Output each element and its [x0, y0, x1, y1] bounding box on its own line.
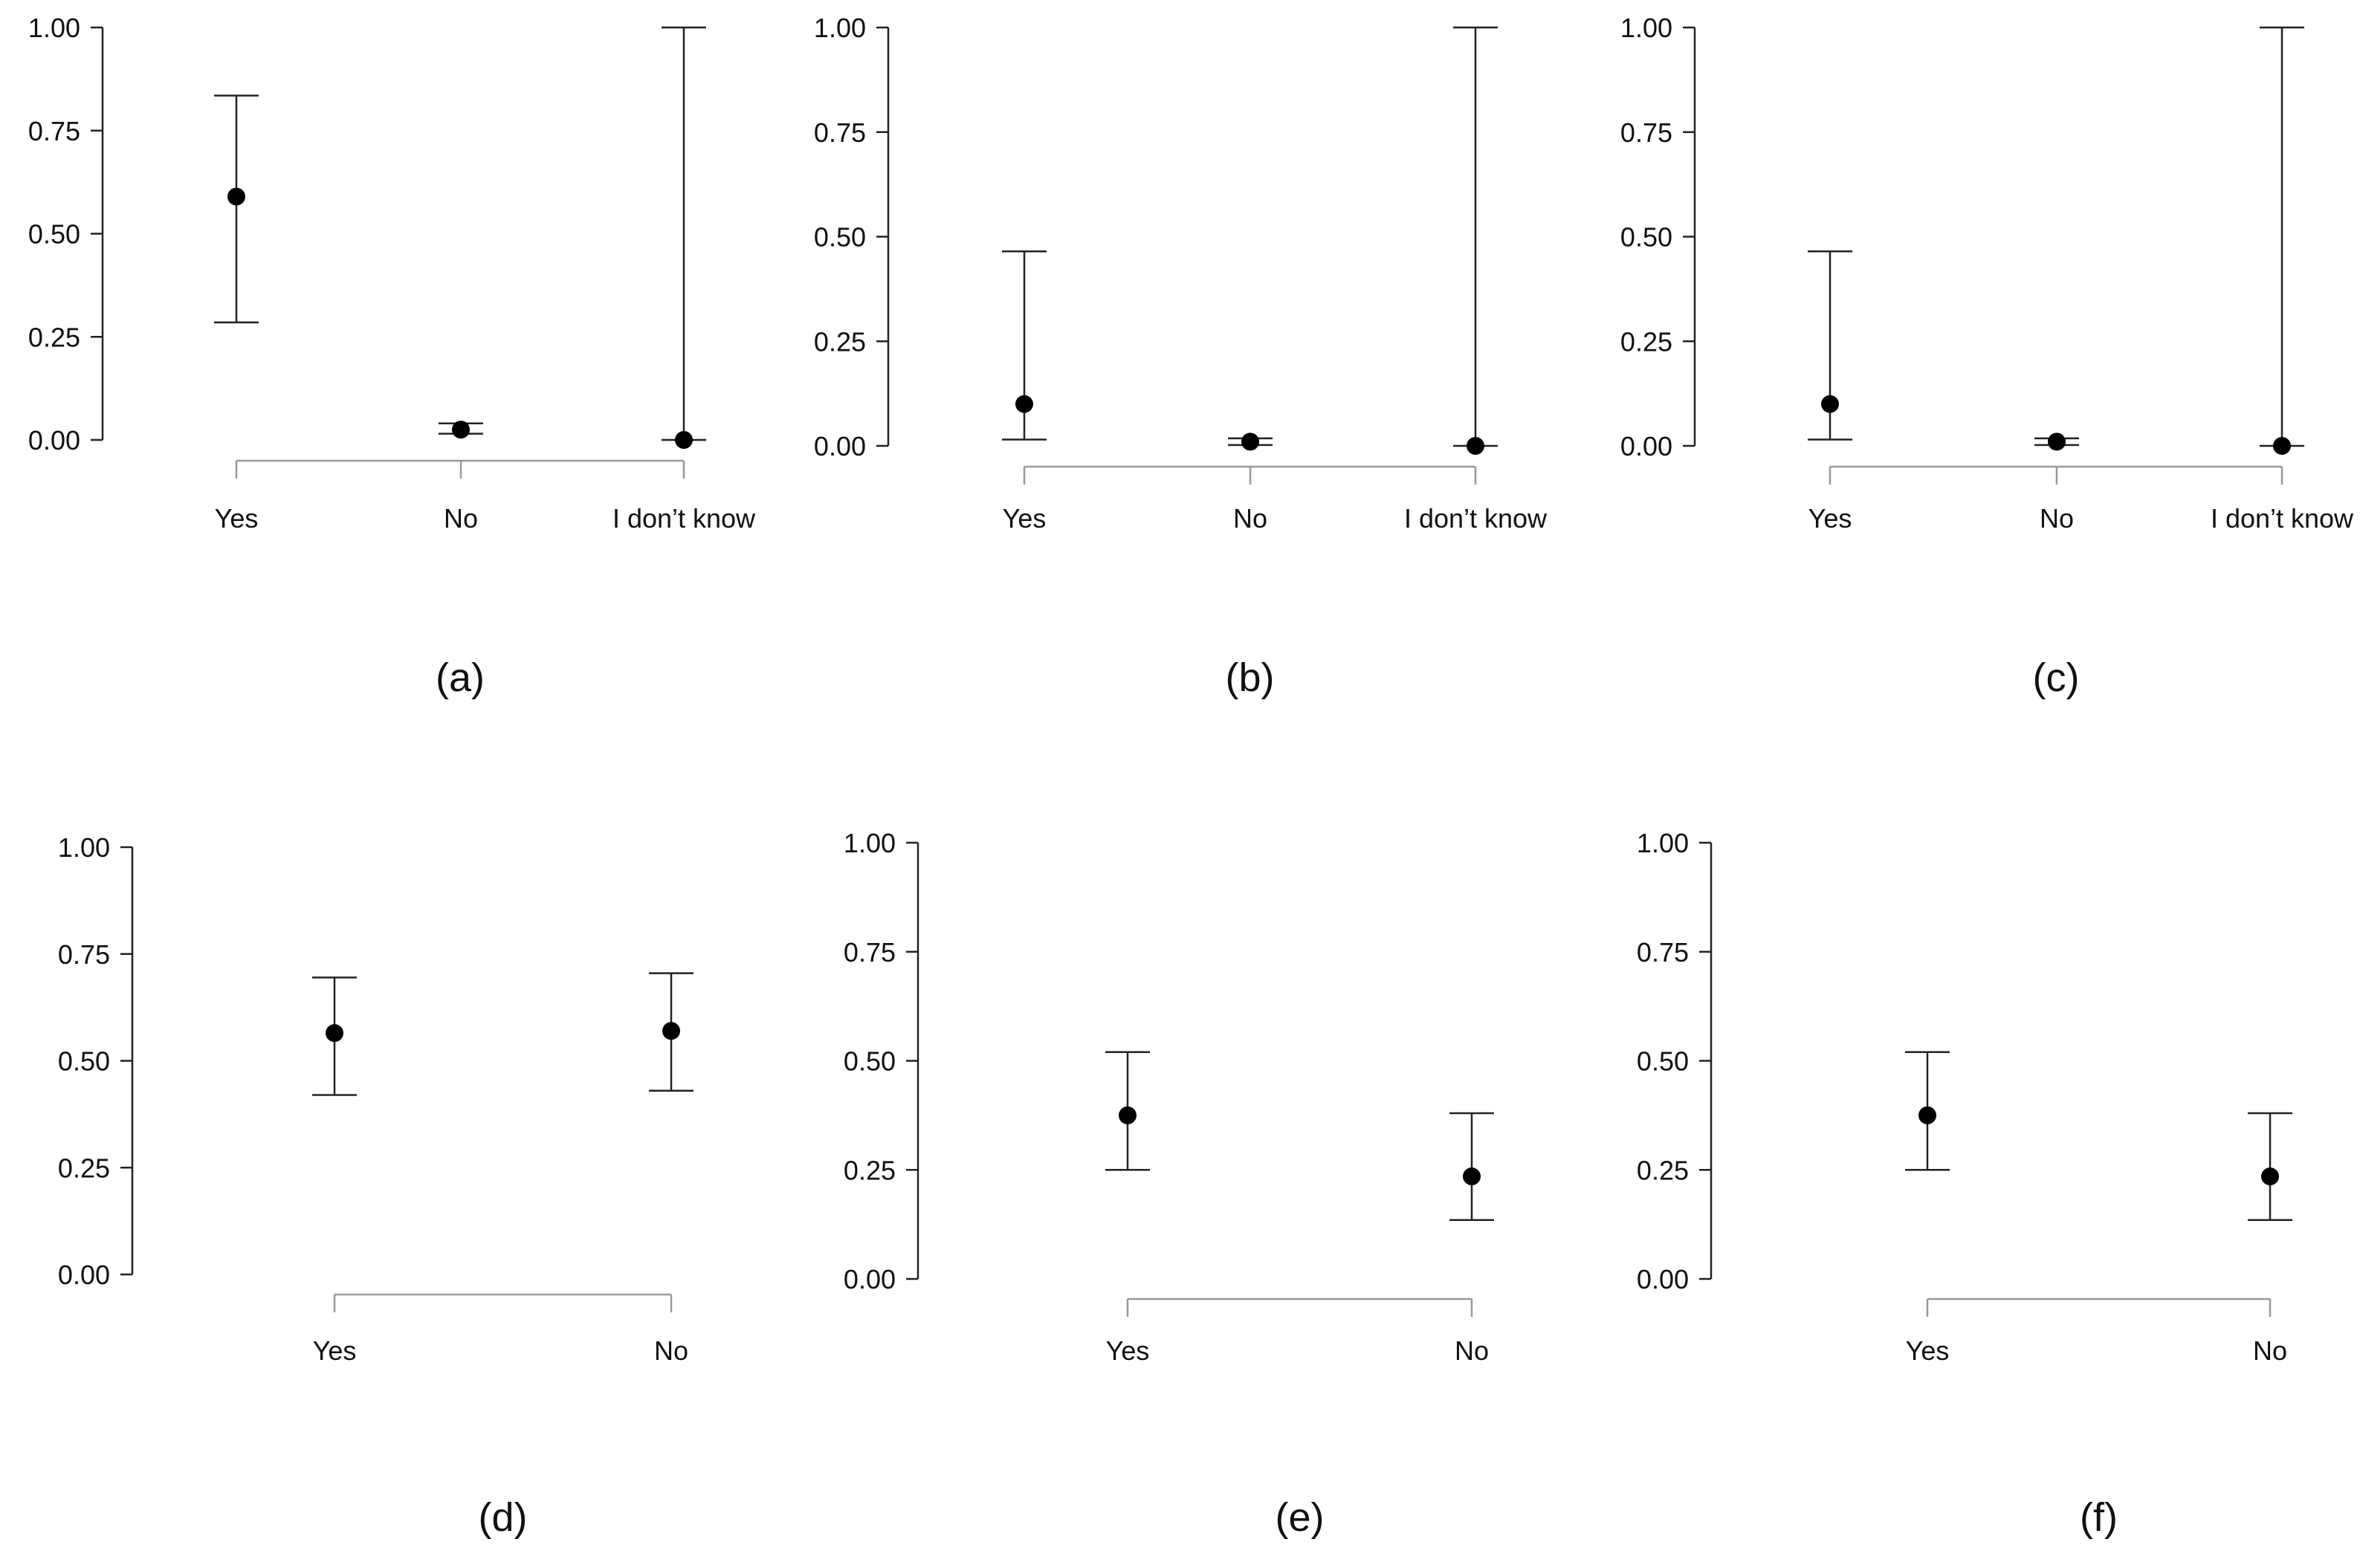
y-tick-label: 0.25	[1620, 326, 1672, 357]
data-point	[2261, 1167, 2279, 1186]
y-tick-label: 0.00	[1620, 431, 1672, 461]
y-tick-label: 0.50	[844, 1046, 896, 1077]
y-tick-label: 0.25	[58, 1153, 110, 1183]
data-point	[1015, 395, 1033, 413]
data-point	[2273, 437, 2291, 455]
x-category-label: Yes	[1808, 503, 1852, 534]
panel-label: (f)	[2080, 1495, 2118, 1540]
x-category-label: No	[654, 1335, 688, 1366]
y-tick-label: 0.25	[28, 322, 80, 352]
data-point	[1241, 433, 1259, 451]
panel-label: (c)	[2033, 655, 2080, 700]
panel-label: (b)	[1226, 655, 1275, 700]
x-category-label: Yes	[313, 1335, 357, 1366]
y-tick-label: 0.75	[28, 116, 80, 146]
panel-label: (d)	[479, 1495, 528, 1540]
data-point	[662, 1022, 680, 1040]
chart-panel: 0.00 0.25 0.50 0.75 1.00 Yes No I don’t know (a)	[28, 13, 756, 700]
y-tick-label: 0.50	[58, 1046, 110, 1077]
y-tick-label: 1.00	[28, 13, 80, 43]
y-tick-label: 0.00	[58, 1260, 110, 1290]
y-tick-label: 0.00	[28, 425, 80, 456]
y-tick-label: 0.00	[814, 431, 866, 461]
data-point	[2048, 433, 2066, 451]
y-tick-label: 0.00	[1637, 1264, 1689, 1295]
y-tick-label: 1.00	[1637, 828, 1689, 858]
x-category-label: I don’t know	[2211, 503, 2354, 534]
y-tick-label: 0.50	[814, 222, 866, 253]
y-tick-label: 0.75	[844, 937, 896, 968]
x-category-label: I don’t know	[1404, 503, 1548, 534]
y-tick-label: 0.50	[1620, 222, 1672, 253]
chart-panel: 0.00 0.25 0.50 0.75 1.00 Yes No (f)	[1637, 828, 2292, 1540]
y-tick-label: 1.00	[814, 13, 866, 43]
x-category-label: No	[1233, 503, 1267, 534]
y-tick-label: 0.50	[1637, 1046, 1689, 1077]
panel-label: (a)	[436, 655, 485, 700]
y-tick-label: 0.75	[58, 939, 110, 970]
chart-panel: 0.00 0.25 0.50 0.75 1.00 Yes No I don’t know (c)	[1620, 13, 2354, 700]
panel-label: (e)	[1276, 1495, 1325, 1540]
data-point	[1467, 437, 1484, 455]
x-category-label: Yes	[1906, 1335, 1950, 1366]
x-category-label: No	[2040, 503, 2074, 534]
y-tick-label: 0.00	[844, 1264, 896, 1295]
y-tick-label: 0.25	[1637, 1155, 1689, 1185]
x-category-label: Yes	[1106, 1335, 1150, 1366]
data-point	[452, 421, 470, 439]
y-tick-label: 0.75	[1637, 937, 1689, 968]
x-category-label: Yes	[1003, 503, 1047, 534]
data-point	[1918, 1106, 1936, 1124]
x-category-label: Yes	[215, 503, 259, 534]
y-tick-label: 0.75	[1620, 117, 1672, 148]
x-category-label: No	[444, 503, 478, 534]
y-tick-label: 0.75	[814, 117, 866, 148]
data-point	[1119, 1106, 1137, 1124]
y-tick-label: 0.50	[28, 219, 80, 250]
x-category-label: No	[1455, 1335, 1489, 1366]
y-tick-label: 1.00	[844, 828, 896, 858]
data-point	[1463, 1167, 1481, 1186]
y-tick-label: 1.00	[1620, 13, 1672, 43]
data-point	[1821, 395, 1839, 413]
data-point	[227, 187, 245, 206]
chart-panel: 0.00 0.25 0.50 0.75 1.00 Yes No I don’t know (b)	[814, 13, 1548, 700]
chart-panel: 0.00 0.25 0.50 0.75 1.00 Yes No (e)	[844, 828, 1494, 1540]
data-point	[326, 1024, 343, 1043]
y-tick-label: 0.25	[814, 326, 866, 357]
chart-panel: 0.00 0.25 0.50 0.75 1.00 Yes No (d)	[58, 832, 694, 1540]
y-tick-label: 0.25	[844, 1155, 896, 1185]
y-tick-label: 1.00	[58, 832, 110, 863]
x-category-label: I don’t know	[612, 503, 756, 534]
data-point	[675, 431, 693, 449]
x-category-label: No	[2253, 1335, 2287, 1366]
